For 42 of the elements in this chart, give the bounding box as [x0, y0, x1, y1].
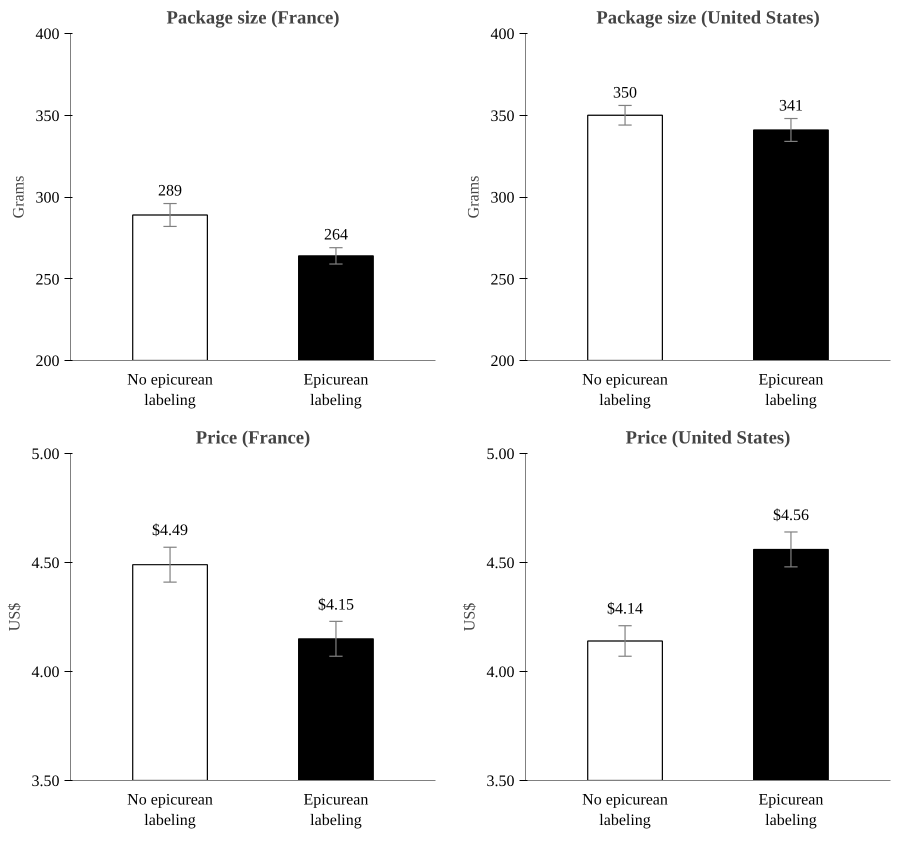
x-tick-label: Epicurean labeling [758, 792, 824, 829]
y-tick-label: 400 [490, 26, 514, 43]
data-label: $4.15 [318, 596, 354, 614]
chart-title: Price (United States) [626, 428, 790, 448]
y-tick-label: 300 [36, 190, 60, 206]
y-axis-title: US$ [462, 602, 478, 632]
x-tick-label: Epicurean labeling [304, 372, 368, 409]
x-tick-label: No epicurean labeling [582, 372, 668, 409]
y-tick-label: 4.00 [486, 664, 514, 681]
data-label: 350 [613, 84, 638, 102]
data-label: $4.14 [607, 600, 644, 618]
y-tick-label: 250 [36, 271, 60, 288]
y-tick-label: 5.00 [32, 446, 60, 463]
data-label: 264 [324, 226, 348, 244]
x-tick-label: No epicurean labeling [582, 792, 668, 829]
data-label: $4.49 [152, 522, 188, 540]
y-axis-title: Grams [466, 176, 482, 218]
data-label: 341 [778, 98, 803, 115]
y-tick-label: 300 [490, 190, 514, 206]
chart-title: Package size (United States) [596, 8, 820, 28]
x-tick-label: Epicurean labeling [304, 792, 368, 829]
y-axis-title: Grams [10, 176, 28, 218]
x-tick-label: No epicurean labeling [127, 792, 213, 829]
y-tick-label: 4.50 [32, 555, 60, 572]
chart-title: Package size (France) [166, 8, 340, 28]
y-tick-label: 250 [490, 271, 514, 288]
y-tick-label: 4.50 [486, 555, 514, 572]
y-tick-label: 3.50 [486, 773, 514, 790]
y-tick-label: 350 [36, 108, 60, 125]
y-tick-label: 400 [36, 26, 60, 43]
data-label: $4.56 [772, 506, 809, 524]
y-axis-title: US$ [6, 602, 24, 632]
x-tick-label: No epicurean labeling [127, 372, 213, 409]
data-label: 289 [158, 182, 182, 200]
y-tick-label: 350 [490, 108, 514, 125]
y-tick-label: 4.00 [32, 664, 60, 681]
x-tick-label: Epicurean labeling [758, 372, 824, 409]
y-tick-label: 3.50 [32, 773, 60, 790]
y-tick-label: 200 [490, 353, 514, 370]
y-tick-label: 5.00 [486, 446, 514, 463]
chart-title: Price (France) [196, 428, 310, 448]
y-tick-label: 200 [36, 353, 60, 370]
